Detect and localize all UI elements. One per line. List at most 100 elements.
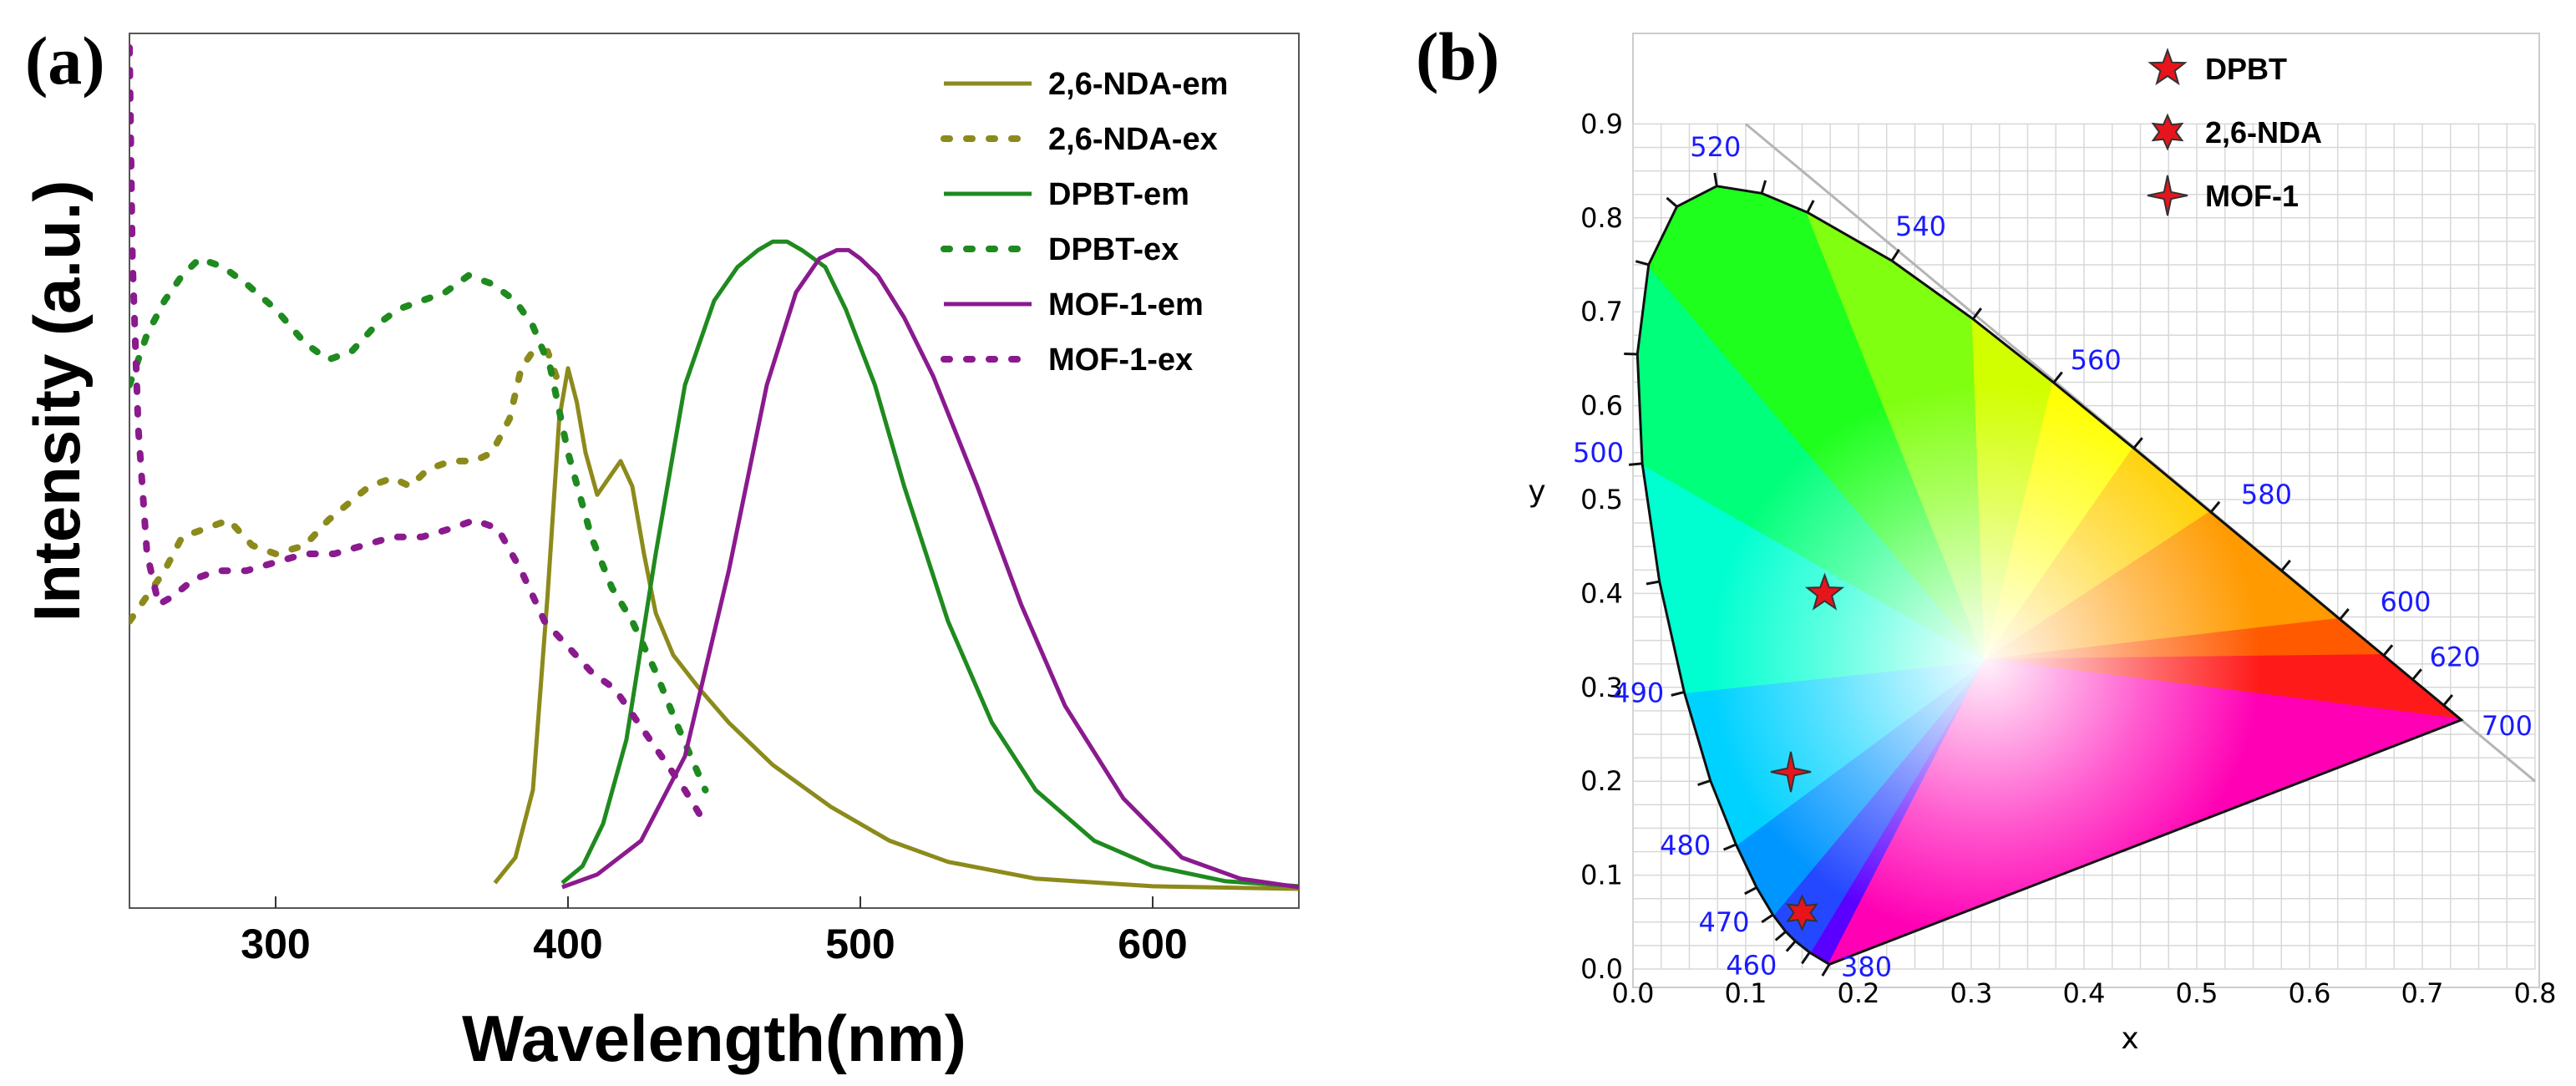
point-mof-1 xyxy=(1770,751,1812,793)
legend-label-2-6-nda: 2,6-NDA xyxy=(2205,115,2322,150)
x-tick-label-600: 600 xyxy=(1118,921,1187,967)
panel-a-series-group xyxy=(129,44,1299,891)
legend-label-2-6-nda-ex: 2,6-NDA-ex xyxy=(1048,122,1218,157)
locus-tick xyxy=(1774,931,1787,941)
y-tick-label: 0.9 xyxy=(1580,108,1623,140)
wavelength-label-600: 600 xyxy=(2380,586,2431,617)
panel-a-emission-excitation-chart: (a) 300 400 500 600 Wavelength(nm) Intensit… xyxy=(20,23,1300,1075)
panel-b-axis-ticks: 0.0 0.1 0.2 0.3 0.4 0.5 0.6 0.7 0.8 0.0 0.1 0.2 0.3 0… xyxy=(1580,108,2556,1009)
locus-tick xyxy=(1761,913,1774,924)
locus-tick xyxy=(1697,779,1711,786)
locus-tick xyxy=(2209,500,2221,514)
panel-a-y-axis-title: Intensity (a.u.) xyxy=(20,180,94,622)
locus-tick xyxy=(2442,693,2454,707)
locus-tick xyxy=(1806,200,1815,213)
wavelength-label-700: 700 xyxy=(2482,710,2533,742)
y-tick-label: 0.5 xyxy=(1580,484,1623,515)
series-2-6-nda-ex xyxy=(129,348,563,625)
panel-a-legend: 2,6-NDA-em 2,6-NDA-ex DPBT-em DPBT-ex MOF-1-… xyxy=(941,67,1228,378)
y-tick-label: 0.2 xyxy=(1580,765,1623,797)
x-tick-label: 0.2 xyxy=(1838,977,1880,1009)
wavelength-label-460: 460 xyxy=(1726,950,1777,982)
panel-b-label: (b) xyxy=(1416,18,1499,94)
wavelength-label-520: 520 xyxy=(1690,131,1741,163)
wavelength-label-490: 490 xyxy=(1613,677,1664,708)
panel-a-x-axis-title: Wavelength(nm) xyxy=(462,1002,966,1075)
series-mof-1-em xyxy=(561,247,1299,890)
y-tick-label: 0.6 xyxy=(1580,390,1623,422)
wavelength-label-560: 560 xyxy=(2071,344,2122,376)
locus-tick xyxy=(2052,371,2063,384)
panel-a-label: (a) xyxy=(25,23,105,99)
legend-label-mof-1-ex: MOF-1-ex xyxy=(1048,343,1193,378)
legend-label-mof-1: MOF-1 xyxy=(2205,179,2299,213)
y-tick-label: 0.8 xyxy=(1580,202,1623,234)
legend-label-dpbt: DPBT xyxy=(2205,52,2287,86)
wavelength-label-580: 580 xyxy=(2241,479,2292,510)
locus-tick xyxy=(1890,248,1900,261)
locus-tick xyxy=(1801,952,1811,965)
point-2-6-nda xyxy=(1786,894,1818,932)
locus-tick xyxy=(2132,437,2143,449)
y-tick-label: 0.7 xyxy=(1580,296,1623,327)
point-dpbt xyxy=(1804,572,1845,611)
x-tick-label: 0.5 xyxy=(2176,977,2219,1009)
wavelength-label-470: 470 xyxy=(1698,906,1749,938)
locus-tick xyxy=(1635,260,1650,266)
wavelength-label-480: 480 xyxy=(1660,830,1711,861)
panel-b-y-axis-title: y xyxy=(1528,474,1545,509)
locus-tick xyxy=(1722,843,1737,851)
panel-b-points xyxy=(1770,572,1845,932)
panel-a-x-ticks: 300 400 500 600 xyxy=(241,896,1188,967)
locus-tick xyxy=(2382,644,2394,657)
panel-b-color-gamut xyxy=(1624,172,2464,977)
series-dpbt-ex xyxy=(129,255,709,794)
gamut-fill xyxy=(1637,185,2462,965)
legend-label-dpbt-ex: DPBT-ex xyxy=(1048,232,1179,267)
legend-marker-dpbt xyxy=(2148,48,2188,86)
y-tick-label: 0.1 xyxy=(1580,860,1623,891)
gamut-white-point xyxy=(1710,384,2262,936)
series-2-6-nda-em xyxy=(493,366,1299,891)
locus-tick xyxy=(1624,352,1638,356)
locus-tick xyxy=(2339,608,2350,621)
wavelength-label-620: 620 xyxy=(2430,641,2481,672)
locus-tick xyxy=(1666,196,1678,208)
locus-tick xyxy=(1971,307,1982,320)
y-tick-label: 0.3 xyxy=(1580,672,1623,703)
series-dpbt-em xyxy=(560,239,1299,889)
panel-b-legend: DPBT 2,6-NDA MOF-1 xyxy=(2147,48,2322,216)
legend-label-dpbt-em: DPBT-em xyxy=(1048,177,1189,212)
panel-b-cie-chromaticity-diagram: (b) 0.0 0.1 0.2 0.3 0.4 0.5 0.6 0.7 0.8 0.0 0.1 0.2… xyxy=(1416,18,2556,1056)
locus-tick xyxy=(1645,580,1660,586)
legend-label-mof-1-em: MOF-1-em xyxy=(1048,287,1204,322)
panel-a-plot-frame xyxy=(129,33,1300,909)
wavelength-label-540: 540 xyxy=(1895,211,1946,242)
locus-tick xyxy=(2411,668,2422,681)
wavelength-label-500: 500 xyxy=(1573,437,1624,469)
legend-marker-mof-1 xyxy=(2147,175,2188,216)
series-mof-1-ex xyxy=(129,44,709,828)
locus-tick xyxy=(1821,963,1831,977)
locus-tick xyxy=(2280,559,2291,572)
locus-tick xyxy=(1671,690,1685,697)
panel-b-wavelength-labels: 380 460 470 480 490 500 520 540 560 580 600 620 700 xyxy=(1573,131,2533,983)
x-tick-label: 0.8 xyxy=(2514,977,2557,1009)
x-tick-label: 0.1 xyxy=(1725,977,1767,1009)
locus-tick xyxy=(1744,886,1757,896)
panel-b-x-axis-title: x xyxy=(2121,1022,2138,1056)
y-tick-label: 0.0 xyxy=(1580,953,1623,985)
locus-tick xyxy=(1760,180,1767,194)
x-tick-label: 0.7 xyxy=(2401,977,2444,1009)
x-tick-label-500: 500 xyxy=(825,921,895,967)
x-tick-label-300: 300 xyxy=(241,921,310,967)
x-tick-label: 0.6 xyxy=(2289,977,2331,1009)
locus-tick xyxy=(1785,940,1797,952)
y-tick-label: 0.4 xyxy=(1580,577,1623,609)
legend-label-2-6-nda-em: 2,6-NDA-em xyxy=(1048,67,1228,102)
locus-tick xyxy=(1628,462,1643,466)
x-tick-label: 0.0 xyxy=(1612,977,1655,1009)
legend-marker-2-6-nda xyxy=(2151,113,2184,151)
x-tick-label: 0.3 xyxy=(1950,977,1993,1009)
